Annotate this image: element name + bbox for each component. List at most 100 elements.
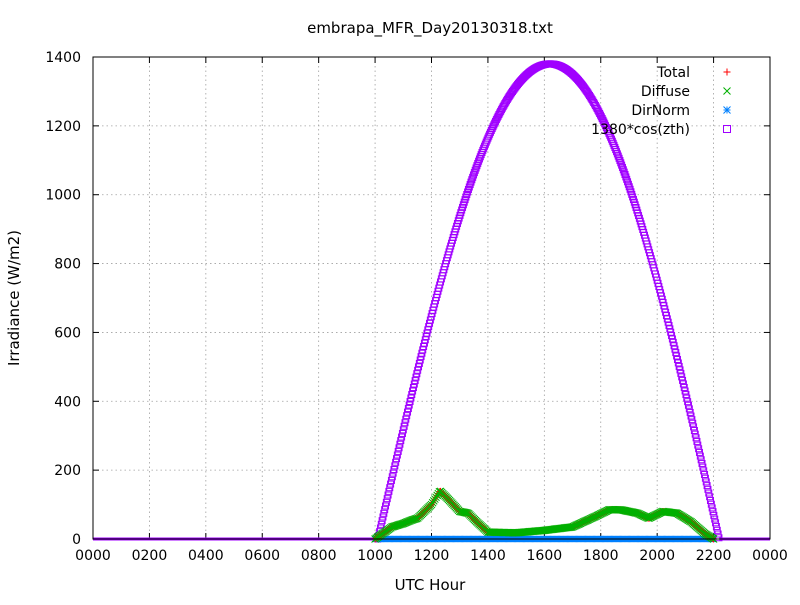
- cos-series-point: [695, 445, 703, 453]
- cos-series-point: [679, 376, 687, 384]
- cos-series-point: [378, 517, 386, 525]
- cos-series-point: [714, 530, 722, 538]
- x-tick-label: 2200: [696, 548, 732, 564]
- cos-series-point: [404, 408, 412, 416]
- cos-series-point: [680, 383, 688, 391]
- cos-series-point: [617, 159, 625, 167]
- cos-series-point: [466, 181, 474, 189]
- x-tick-label: 1400: [470, 548, 506, 564]
- cos-series-point: [707, 500, 715, 508]
- cos-series-point: [701, 471, 709, 479]
- cos-series-point: [624, 180, 632, 188]
- tick-layer: 0000 0200 0400 0600 0800 1000 1200 1400 1600 1800…: [45, 50, 787, 564]
- x-tick-label: 1200: [414, 548, 450, 564]
- cos-series-point: [686, 408, 694, 416]
- plot-frame: [92, 56, 771, 540]
- x-tick-label: 0200: [132, 548, 168, 564]
- cos-series-point: [398, 433, 406, 441]
- cos-series-point: [470, 171, 478, 179]
- cos-series-point: [406, 398, 414, 406]
- cos-series-point: [694, 441, 702, 449]
- legend-label: Total: [656, 65, 690, 81]
- cos-series-point: [395, 444, 403, 452]
- cos-series-point: [689, 419, 697, 427]
- cos-series-point: [624, 178, 632, 186]
- cos-series-point: [621, 171, 629, 179]
- cos-series-point: [470, 169, 478, 177]
- y-tick-label: 1200: [45, 119, 81, 135]
- diffuse-point: [429, 497, 438, 505]
- cos-series-point: [391, 462, 399, 470]
- cos-series-point: [622, 173, 630, 181]
- cos-series-point: [695, 448, 703, 456]
- diffuse-point: [431, 495, 439, 503]
- cos-series-point: [469, 173, 477, 181]
- legend-label: DirNorm: [631, 103, 690, 119]
- legend: Total Diffuse DirNorm 1380*cos(zth): [591, 65, 731, 138]
- cos-series-point: [618, 161, 626, 169]
- x-axis-label: UTC Hour: [395, 576, 466, 594]
- legend-label: Diffuse: [641, 84, 690, 100]
- cos-series-point: [392, 458, 400, 466]
- cos-series-point: [690, 427, 698, 435]
- cos-series-point: [711, 515, 719, 523]
- cos-series-point: [464, 188, 472, 196]
- cos-series-point: [618, 163, 626, 171]
- cos-series-point: [475, 157, 483, 165]
- cos-series-point: [401, 419, 409, 427]
- cos-series-point: [385, 487, 393, 495]
- cos-series-point: [464, 185, 472, 193]
- cos-series-point: [712, 519, 720, 527]
- cos-series-point: [693, 437, 701, 445]
- cos-series-point: [682, 391, 690, 399]
- cos-series-point: [382, 498, 390, 506]
- x-tick-label: 0000: [752, 548, 788, 564]
- cos-series-point: [471, 166, 479, 174]
- cos-series-point: [713, 526, 721, 534]
- legend-marker: [723, 87, 731, 95]
- cos-series-point: [706, 493, 714, 501]
- cos-series-point: [678, 373, 686, 381]
- y-tick-label: 1400: [45, 50, 81, 66]
- cos-series-point: [697, 456, 705, 464]
- legend-marker: [723, 106, 731, 114]
- cos-series-point: [379, 513, 387, 521]
- cos-series-point: [465, 183, 473, 191]
- cos-series-point: [706, 496, 714, 504]
- cos-series-point: [619, 166, 627, 174]
- x-tick-label: 0000: [75, 548, 111, 564]
- legend-marker: [723, 68, 731, 76]
- diffuse-point: [411, 515, 420, 523]
- cos-series-point: [387, 480, 395, 488]
- cos-series-point: [388, 473, 396, 481]
- cos-series-point: [698, 459, 706, 467]
- cos-series-point: [474, 159, 482, 167]
- cos-series-point: [679, 380, 687, 388]
- y-tick-label: 600: [54, 325, 81, 341]
- cos-series-point: [710, 511, 718, 519]
- cos-series-point: [687, 412, 695, 420]
- cos-series-point: [701, 474, 709, 482]
- cos-series-point: [702, 478, 710, 486]
- cos-series-point: [623, 175, 631, 183]
- x-tick-label: 1600: [527, 548, 563, 564]
- cos-series-point: [400, 422, 408, 430]
- cos-series-point: [677, 369, 685, 377]
- cos-series-point: [615, 154, 623, 162]
- cos-series-point: [715, 534, 723, 542]
- cos-series-point: [380, 509, 388, 517]
- grid-layer: [93, 57, 770, 539]
- cos-series-point: [703, 482, 711, 490]
- diffuse-point: [565, 523, 574, 532]
- cos-series-point: [614, 152, 622, 160]
- cos-series-point: [616, 157, 624, 165]
- cos-series-point: [688, 416, 696, 424]
- cos-series-point: [407, 394, 415, 402]
- cos-series-point: [613, 150, 621, 158]
- cos-series-point: [403, 412, 411, 420]
- cos-series-point: [397, 437, 405, 445]
- cos-series-point: [709, 508, 717, 516]
- cos-series-point: [399, 426, 407, 434]
- cos-series-point: [381, 506, 389, 514]
